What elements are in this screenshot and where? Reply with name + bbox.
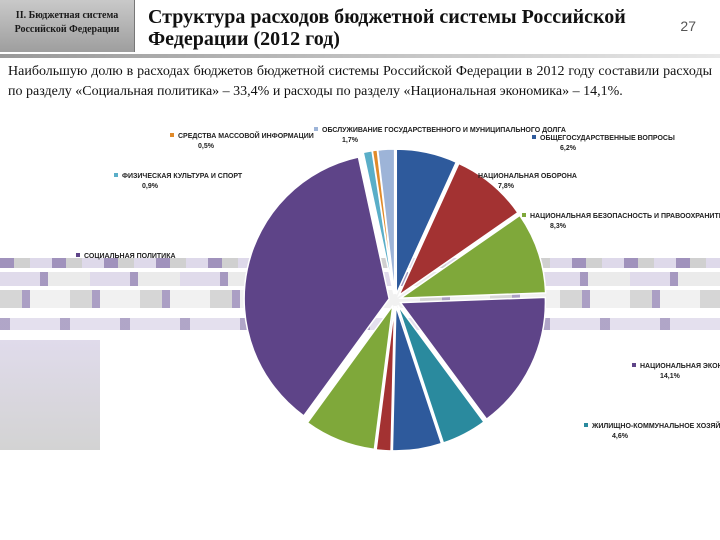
legend-swatch: [632, 363, 636, 367]
slice-value-label: 0,9%: [142, 183, 159, 190]
header-divider: [0, 54, 720, 58]
pie-slice: [376, 148, 396, 295]
slice-value-label: 4,6%: [612, 433, 629, 440]
glitch-band: [0, 340, 100, 450]
slice-label: ЖИЛИЩНО-КОММУНАЛЬНОЕ ХОЗЯЙСТВО: [591, 421, 720, 430]
intro-paragraph: Наибольшую долю в расходах бюджетов бюдж…: [8, 64, 712, 99]
pie-slice: [398, 296, 547, 421]
slice-value-label: 8,3%: [550, 223, 567, 230]
section-line-1: II. Бюджетная система: [15, 10, 119, 21]
pie-slice: [395, 148, 458, 295]
legend-swatch: [170, 133, 174, 137]
pie-slice: [243, 156, 390, 417]
pie-slice: [391, 305, 443, 452]
legend-swatch: [314, 127, 318, 131]
slice-value-label: 7,8%: [498, 183, 515, 190]
slice-label: НАЦИОНАЛЬНАЯ БЕЗОПАСНОСТЬ И ПРАВООХРАНИТ…: [530, 213, 720, 220]
slice-label: СРЕДСТВА МАССОВОЙ ИНФОРМАЦИИ: [178, 131, 314, 140]
slice-value-label: 14,1%: [660, 373, 681, 380]
legend-swatch: [532, 135, 536, 139]
slide-number: 27: [680, 18, 696, 34]
legend-swatch: [522, 213, 526, 217]
page-title: Структура расходов бюджетной системы Рос…: [148, 6, 626, 50]
section-line-2: Российской Федерации: [14, 24, 120, 35]
pie-slice: [306, 305, 394, 451]
slice-label: ОБСЛУЖИВАНИЕ ГОСУДАРСТВЕННОГО И МУНИЦИПА…: [322, 127, 566, 134]
slice-value-label: 0,5%: [198, 143, 215, 150]
slice-label: ОБЩЕГОСУДАРСТВЕННЫЕ ВОПРОСЫ: [540, 135, 675, 142]
legend-swatch: [470, 173, 474, 177]
pie-slice: [397, 304, 486, 444]
section-badge: II. Бюджетная система Российской Федерац…: [0, 0, 135, 52]
slice-value-label: 6,2%: [560, 145, 577, 152]
pie-slice: [375, 305, 396, 452]
slice-label: НАЦИОНАЛЬНАЯ ЭКОНОМИКА: [640, 363, 720, 370]
legend-swatch: [76, 253, 80, 257]
slice-label: ФИЗИЧЕСКАЯ КУЛЬТУРА И СПОРТ: [122, 173, 243, 180]
pie-slice: [398, 214, 547, 299]
slice-label: НАЦИОНАЛЬНАЯ ОБОРОНА: [478, 173, 577, 180]
pie-slice: [397, 162, 519, 298]
slice-label: СОЦИАЛЬНАЯ ПОЛИТИКА: [84, 253, 176, 260]
legend-swatch: [584, 423, 588, 427]
slice-value-label: 1,7%: [342, 137, 359, 144]
legend-swatch: [114, 173, 118, 177]
